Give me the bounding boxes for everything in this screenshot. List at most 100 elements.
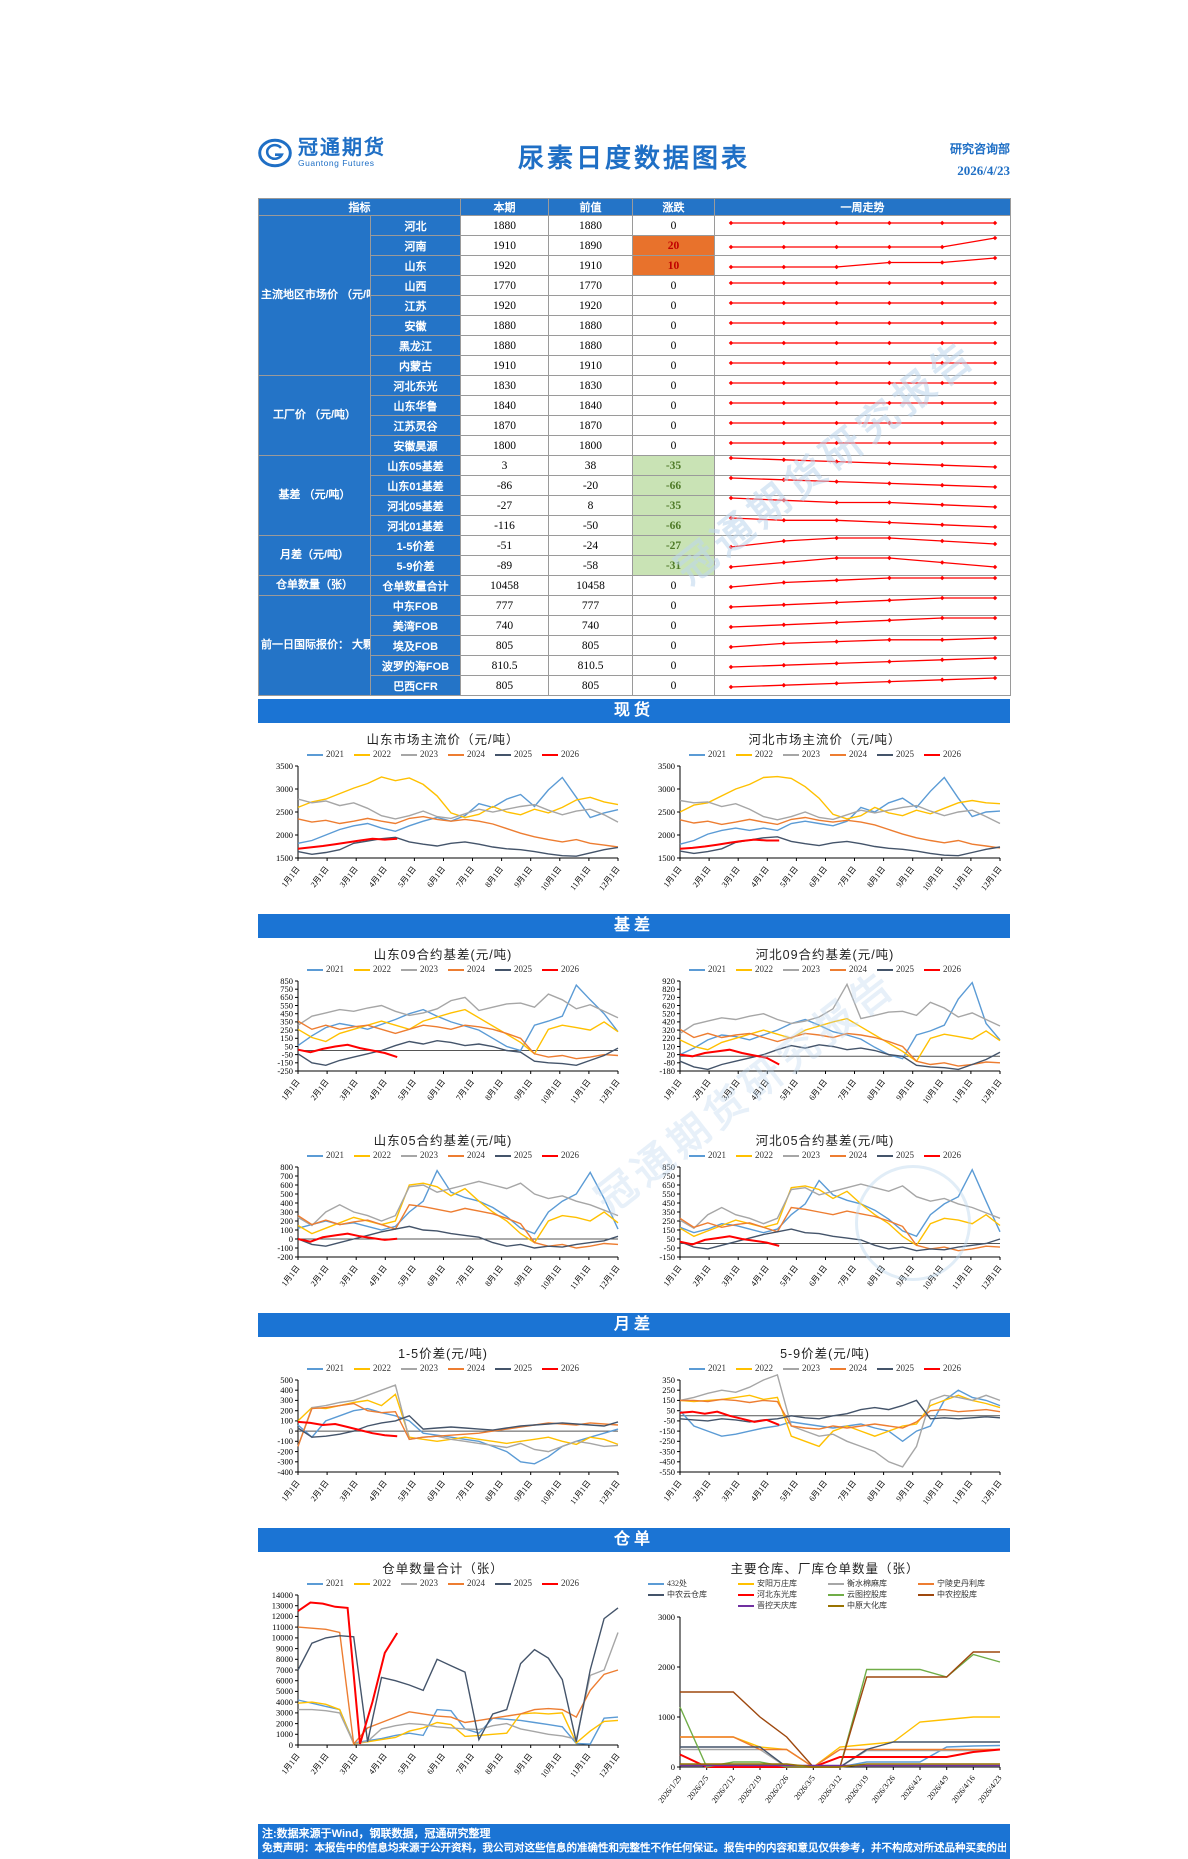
svg-text:450: 450 — [280, 1009, 293, 1019]
report-page: 冠通期货 Guantong Futures 尿素日度数据图表 研究咨询部 202… — [258, 128, 1011, 1859]
svg-text:1500: 1500 — [658, 853, 675, 863]
legend-item: 2023 — [401, 1363, 438, 1374]
svg-text:4月1日: 4月1日 — [367, 1078, 389, 1102]
legend-item: 2021 — [689, 1363, 726, 1374]
change-value-cell: 20 — [632, 235, 715, 256]
current-value-cell: 1880 — [460, 335, 549, 356]
svg-text:2026/1/29: 2026/1/29 — [657, 1774, 684, 1805]
sparkline — [728, 420, 997, 426]
table-row: 山东 1920 1910 10 — [259, 255, 1011, 276]
current-value-cell: 1840 — [460, 395, 549, 416]
change-value-cell: -31 — [632, 555, 715, 576]
legend-item: 2026 — [542, 1150, 579, 1161]
col-indicator: 指标 — [258, 198, 461, 216]
previous-value-cell: 10458 — [548, 575, 633, 596]
table-row: 河南 1910 1890 20 — [259, 235, 1011, 256]
svg-text:7月1日: 7月1日 — [454, 1752, 476, 1776]
svg-text:12月1日: 12月1日 — [597, 1264, 621, 1292]
svg-text:11000: 11000 — [272, 1622, 293, 1632]
table-row: 山西 1770 1770 0 — [259, 275, 1011, 296]
current-value-cell: 1770 — [460, 275, 549, 296]
svg-text:10月1日: 10月1日 — [921, 1264, 945, 1292]
svg-text:620: 620 — [662, 1000, 675, 1010]
change-value-cell: 0 — [632, 355, 715, 376]
svg-text:11月1日: 11月1日 — [568, 1479, 592, 1506]
legend-item: 2022 — [354, 1578, 391, 1589]
sparkline — [728, 596, 997, 610]
change-value-cell: 0 — [632, 295, 715, 316]
svg-text:12月1日: 12月1日 — [597, 1752, 621, 1780]
svg-text:720: 720 — [662, 992, 675, 1002]
current-value-cell: -89 — [460, 555, 549, 576]
week-trend-cell — [714, 595, 1011, 616]
current-value-cell: 1830 — [460, 375, 549, 396]
legend-item: 2022 — [736, 1150, 773, 1161]
previous-value-cell: 1870 — [548, 415, 633, 436]
week-trend-cell — [714, 475, 1011, 496]
current-value-cell: 805 — [460, 635, 549, 656]
change-value-cell: 0 — [632, 375, 715, 396]
svg-text:7月1日: 7月1日 — [454, 1264, 476, 1288]
sparkline — [728, 340, 997, 346]
legend-item: 2021 — [689, 1150, 726, 1161]
svg-text:0: 0 — [289, 1426, 293, 1436]
table-row: 山东华鲁 1840 1840 0 — [259, 395, 1011, 416]
table-row: 安徽 1880 1880 0 — [259, 315, 1011, 336]
indicator-name-cell: 山东05基差 — [370, 455, 461, 476]
table-row: 5-9价差 -89 -58 -31 — [259, 555, 1011, 576]
legend-item: 2024 — [830, 1150, 867, 1161]
previous-value-cell: 8 — [548, 495, 633, 516]
svg-text:7月1日: 7月1日 — [836, 1078, 858, 1102]
chart-title: 山东05合约基差(元/吨) — [373, 1134, 513, 1148]
svg-text:2026/2/12: 2026/2/12 — [710, 1774, 737, 1805]
chart-legend: 2021 2022 2023 2024 2025 2026 — [258, 1150, 628, 1161]
page-title: 尿素日度数据图表 — [517, 143, 750, 173]
svg-text:2000: 2000 — [658, 1662, 675, 1672]
svg-text:-300: -300 — [277, 1457, 293, 1467]
week-trend-cell — [714, 455, 1011, 476]
svg-text:9月1日: 9月1日 — [512, 1752, 534, 1776]
previous-value-cell: 805 — [548, 635, 633, 656]
legend-item: 2022 — [736, 1363, 773, 1374]
svg-text:10月1日: 10月1日 — [539, 1479, 563, 1507]
svg-text:4月1日: 4月1日 — [367, 1264, 389, 1288]
svg-text:750: 750 — [280, 984, 293, 994]
svg-text:450: 450 — [662, 1198, 675, 1208]
svg-text:8月1日: 8月1日 — [483, 1479, 505, 1503]
change-value-cell: 0 — [632, 415, 715, 436]
svg-text:6月1日: 6月1日 — [807, 1264, 829, 1288]
legend-item: 2022 — [354, 1150, 391, 1161]
legend-item: 2026 — [542, 964, 579, 975]
section-bar: 现货 — [258, 699, 1010, 723]
current-value-cell: 1870 — [460, 415, 549, 436]
svg-text:10000: 10000 — [272, 1633, 293, 1643]
legend-item: 2025 — [495, 1578, 532, 1589]
svg-text:2026/3/12: 2026/3/12 — [817, 1774, 844, 1805]
week-trend-cell — [714, 675, 1011, 696]
svg-text:-350: -350 — [659, 1446, 675, 1456]
table-row: 仓单数量（张） 仓单数量合计 10458 10458 0 — [258, 575, 1011, 596]
indicator-name-cell: 河北05基差 — [370, 495, 461, 516]
svg-text:1500: 1500 — [276, 853, 293, 863]
legend-item: 2023 — [401, 964, 438, 975]
current-value-cell: 1880 — [460, 215, 549, 236]
change-value-cell: -35 — [632, 455, 715, 476]
week-trend-cell — [714, 435, 1011, 456]
indicator-name-cell: 巴西CFR — [370, 675, 461, 696]
svg-text:4月1日: 4月1日 — [367, 865, 389, 889]
previous-value-cell: 1880 — [548, 335, 633, 356]
svg-text:650: 650 — [662, 1180, 675, 1190]
svg-text:7月1日: 7月1日 — [454, 1078, 476, 1102]
legend-item: 2025 — [495, 749, 532, 760]
legend-item: 2026 — [924, 749, 961, 760]
previous-value-cell: -20 — [548, 475, 633, 496]
svg-text:12月1日: 12月1日 — [597, 1078, 621, 1106]
svg-text:0: 0 — [289, 1234, 293, 1244]
chart-legend: 2021 2022 2023 2024 2025 2026 — [640, 749, 1010, 760]
svg-text:550: 550 — [662, 1189, 675, 1199]
chart-plot: 1400013000120001100010000900080007000600… — [272, 1590, 622, 1780]
svg-text:3000: 3000 — [276, 1708, 293, 1718]
svg-text:850: 850 — [280, 976, 293, 986]
svg-text:-200: -200 — [277, 1252, 293, 1262]
